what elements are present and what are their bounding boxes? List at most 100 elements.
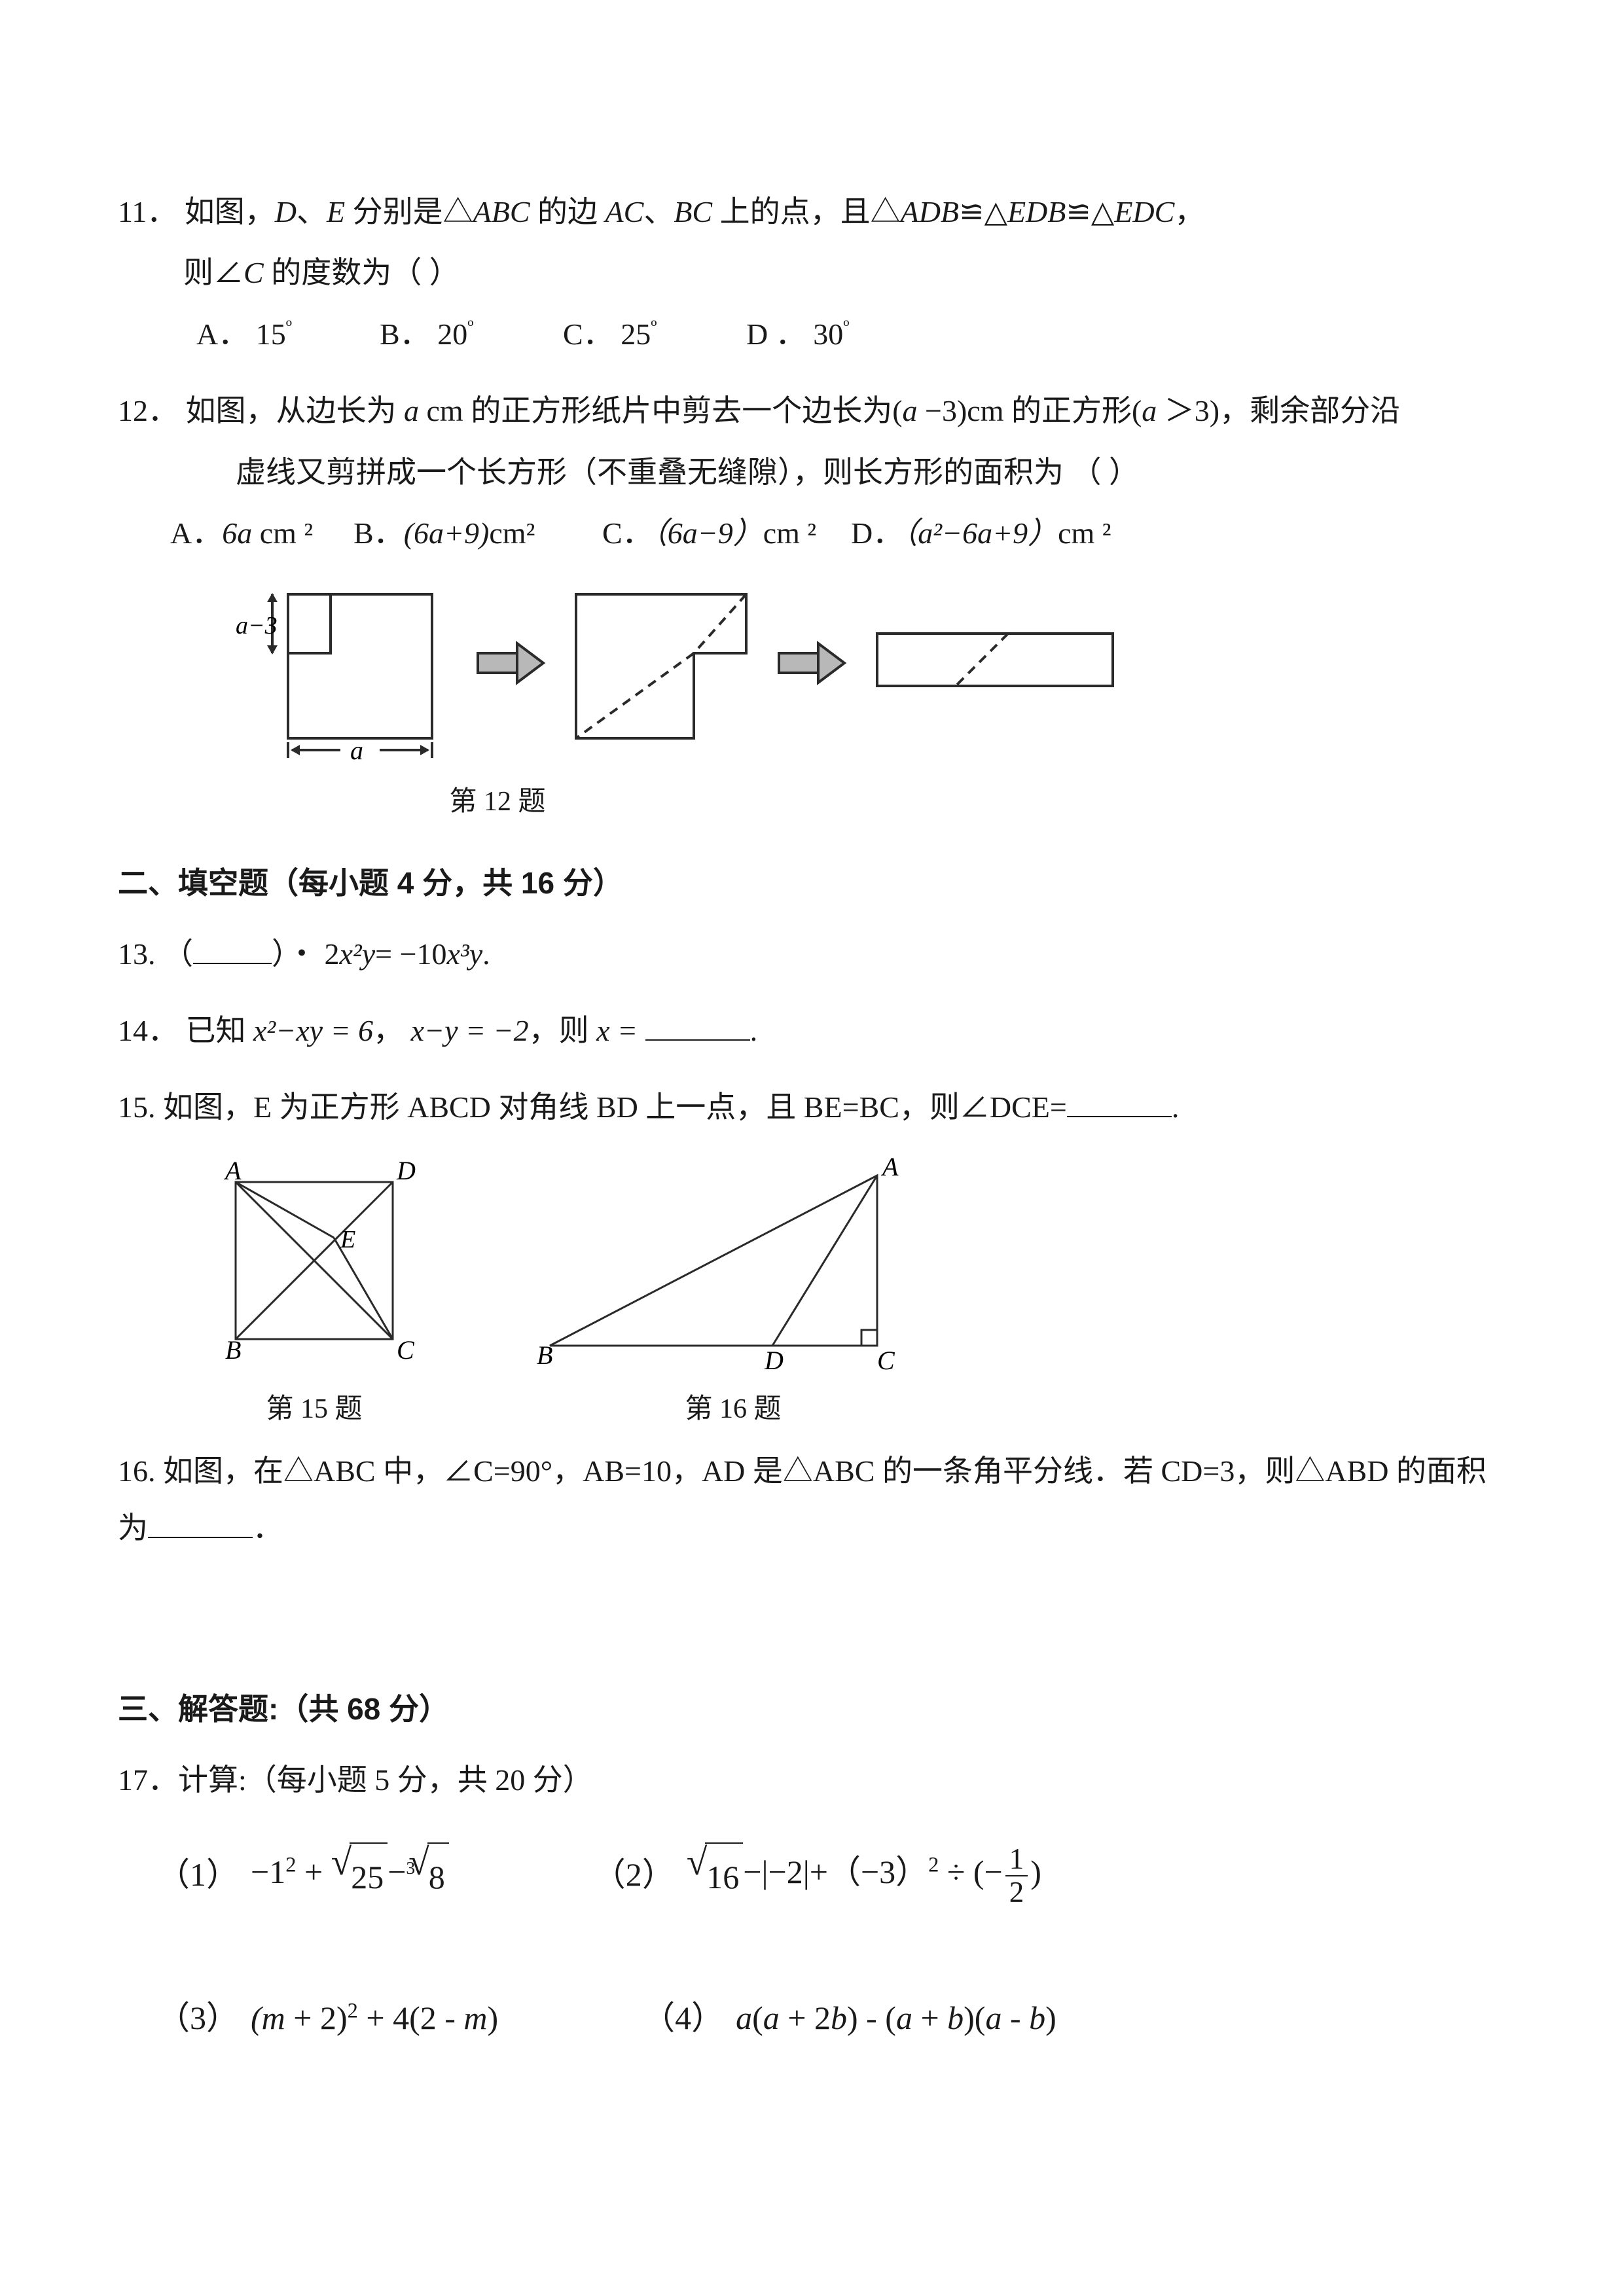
q11-optB-val: 20 [437, 317, 467, 351]
q16-caption: 第 16 题 [685, 1384, 781, 1436]
q11-t7: 的度数为（ ） [264, 256, 460, 289]
page-content: 11． 如图，D、E 分别是△ABC 的边 AC、BC 上的点，且△ADB≌△E… [0, 0, 1624, 2246]
q11-options: A． 15º B． 20º C． 25º D ． 30º [118, 306, 1506, 363]
q12-label-am3: a−3 [236, 612, 278, 639]
q14-a: 已知 [186, 1014, 254, 1047]
q14-x: x = [596, 1014, 638, 1047]
q17-sqrt25: 25 [350, 1842, 388, 1909]
q17-p2-plus: + [810, 1854, 828, 1890]
q17-p4-label: （4） [642, 1987, 724, 2049]
q12-stem-line1: 12． 如图，从边长为 a cm 的正方形纸片中剪去一个边长为(a −3)cm … [118, 382, 1506, 439]
q14-blank [645, 1006, 750, 1041]
q17-p3-label: （3） [157, 1987, 239, 2049]
q12-opt-A: A．6a cm ² [170, 505, 327, 562]
q11-optB-label: B． [380, 317, 430, 351]
svg-text:C: C [397, 1335, 415, 1365]
q11-optD-val: 30 [813, 317, 843, 351]
q12-t2: cm 的正方形纸片中剪去一个边长为( [419, 394, 903, 427]
q14-sep: ， [373, 1014, 411, 1047]
q11-optD-label: D ． [746, 317, 806, 351]
q17-sqrt16: 16 [705, 1842, 743, 1909]
figure-15: A D B C E 第 15 题 [196, 1156, 432, 1436]
q11-t6: 则∠ [183, 256, 244, 289]
q11-optC-deg: º [651, 316, 657, 338]
q11-optA-val: 15 [256, 317, 286, 351]
q11-ADB: ADB [901, 195, 959, 228]
q17-p2-expr: √16−|−2|+（−3）2 ÷ (−12) [687, 1841, 1041, 1909]
q16-svg: A B D C [524, 1156, 943, 1378]
q11-t4: 上的点，且△ [712, 195, 901, 228]
cbrt-icon: √8 [408, 1842, 449, 1909]
q11-BC: BC [674, 195, 712, 228]
q12-optB-unit: cm² [489, 516, 535, 550]
q14-expr2: x−y = −2 [411, 1014, 529, 1047]
q12-t1: 如图，从边长为 [186, 394, 405, 427]
sqrt-icon: √25 [331, 1842, 388, 1909]
q17-p1-label: （1） [157, 1844, 239, 1906]
q15-caption: 第 15 题 [266, 1384, 362, 1436]
q17-p2-minus1: − [743, 1854, 761, 1890]
q11-t3: 的边 [530, 195, 605, 228]
question-16: 16. 如图，在△ABC 中，∠C=90°，AB=10，AD 是△ABC 的一条… [118, 1443, 1506, 1557]
q11-t5: ， [1174, 195, 1204, 228]
q17-p2-label: （2） [593, 1844, 675, 1906]
question-14: 14． 已知 x²−xy = 6， x−y = −2，则 x = . [118, 1002, 1506, 1059]
q17-p2-neg2: −2 [768, 1854, 803, 1890]
q17-row1: （1） −12 + √25−3√8 （2） √16−|−2|+（−3）2 ÷ (… [118, 1841, 1506, 1909]
q11-opt-C: C． 25º [563, 306, 720, 363]
q16-text2: 为 [118, 1511, 148, 1545]
q17-row2: （3） (m + 2)2 + 4(2 - m) （4） a(a + 2b) - … [118, 1987, 1506, 2049]
q12-optD-expr: （a²−6a+9） [903, 516, 1058, 550]
question-15: 15. 如图，E 为正方形 ABCD 对角线 BD 上一点，且 BE=BC，则∠… [118, 1079, 1506, 1136]
q17-p2-rp2: ) [1030, 1854, 1041, 1890]
svg-text:D: D [396, 1156, 416, 1185]
q11-EDC: EDC [1114, 195, 1174, 228]
q12-optC-expr: （6a−9） [653, 516, 763, 550]
q14-number: 14． [118, 1014, 178, 1047]
question-11: 11． 如图，D、E 分别是△ABC 的边 AC、BC 上的点，且△ADB≌△E… [118, 183, 1506, 363]
q11-number: 11． [118, 195, 177, 228]
question-12: 12． 如图，从边长为 a cm 的正方形纸片中剪去一个边长为(a −3)cm … [118, 382, 1506, 829]
q15-number: 15. [118, 1090, 156, 1124]
q12-optB-label: B． [353, 516, 404, 550]
q12-figure: a−3 a [236, 575, 1506, 829]
q11-cong1: ≌ [959, 195, 984, 228]
q11-optA-label: A． [196, 317, 248, 351]
q13-eq: = −10 [375, 937, 446, 971]
q16-text: 如图，在△ABC 中，∠C=90°，AB=10，AD 是△ABC 的一条角平分线… [156, 1454, 1487, 1488]
q12-number: 12． [118, 394, 178, 427]
q12-optC-label: C． [602, 516, 653, 550]
q11-stem-line1: 11． 如图，D、E 分别是△ABC 的边 AC、BC 上的点，且△ADB≌△E… [118, 183, 1506, 240]
q15-end: . [1172, 1090, 1180, 1124]
svg-text:A: A [223, 1156, 242, 1185]
q12-a3: a [1142, 394, 1157, 427]
q11-optB-deg: º [467, 316, 473, 338]
q11-D: D [275, 195, 297, 228]
q16-end: ． [253, 1511, 283, 1545]
q17-part3: （3） (m + 2)2 + 4(2 - m) [157, 1987, 498, 2049]
q12-optC-unit: cm ² [763, 516, 817, 550]
q11-optC-val: 25 [621, 317, 651, 351]
q11-optC-label: C． [563, 317, 613, 351]
q11-EDB: EDB [1007, 195, 1066, 228]
svg-text:C: C [877, 1346, 895, 1375]
q17-p2-sup2: 2 [928, 1853, 939, 1876]
q11-t2: 分别是△ [345, 195, 473, 228]
q17-p2-absR: | [803, 1854, 810, 1890]
q15-blank [1067, 1083, 1172, 1118]
q17-p1-minus: − [388, 1854, 406, 1890]
q17-part4: （4） a(a + 2b) - (a + b)(a - b) [642, 1987, 1056, 2049]
q12-t4: ＞3)，剩余部分沿 [1157, 394, 1400, 427]
q17-number: 17． [118, 1763, 178, 1797]
q17-stem: 计算:（每小题 5 分，共 20 分） [178, 1763, 593, 1797]
q17-frac-num: 1 [1005, 1844, 1028, 1876]
q12-opt-B: B．(6a+9)cm² [353, 505, 576, 562]
q12-t5: 虚线又剪拼成一个长方形（不重叠无缝隙），则长方形的面积为 （ ） [236, 456, 1139, 489]
q13-end: . [482, 937, 490, 971]
spacer [118, 1576, 1506, 1655]
svg-text:B: B [537, 1340, 552, 1370]
q12-caption: 第 12 题 [170, 776, 825, 829]
q11-t1: 如图， [185, 195, 275, 228]
q17-p2-div: ÷ [939, 1854, 973, 1890]
question-17: 17．计算:（每小题 5 分，共 20 分） （1） −12 + √25−3√8… [118, 1751, 1506, 2049]
